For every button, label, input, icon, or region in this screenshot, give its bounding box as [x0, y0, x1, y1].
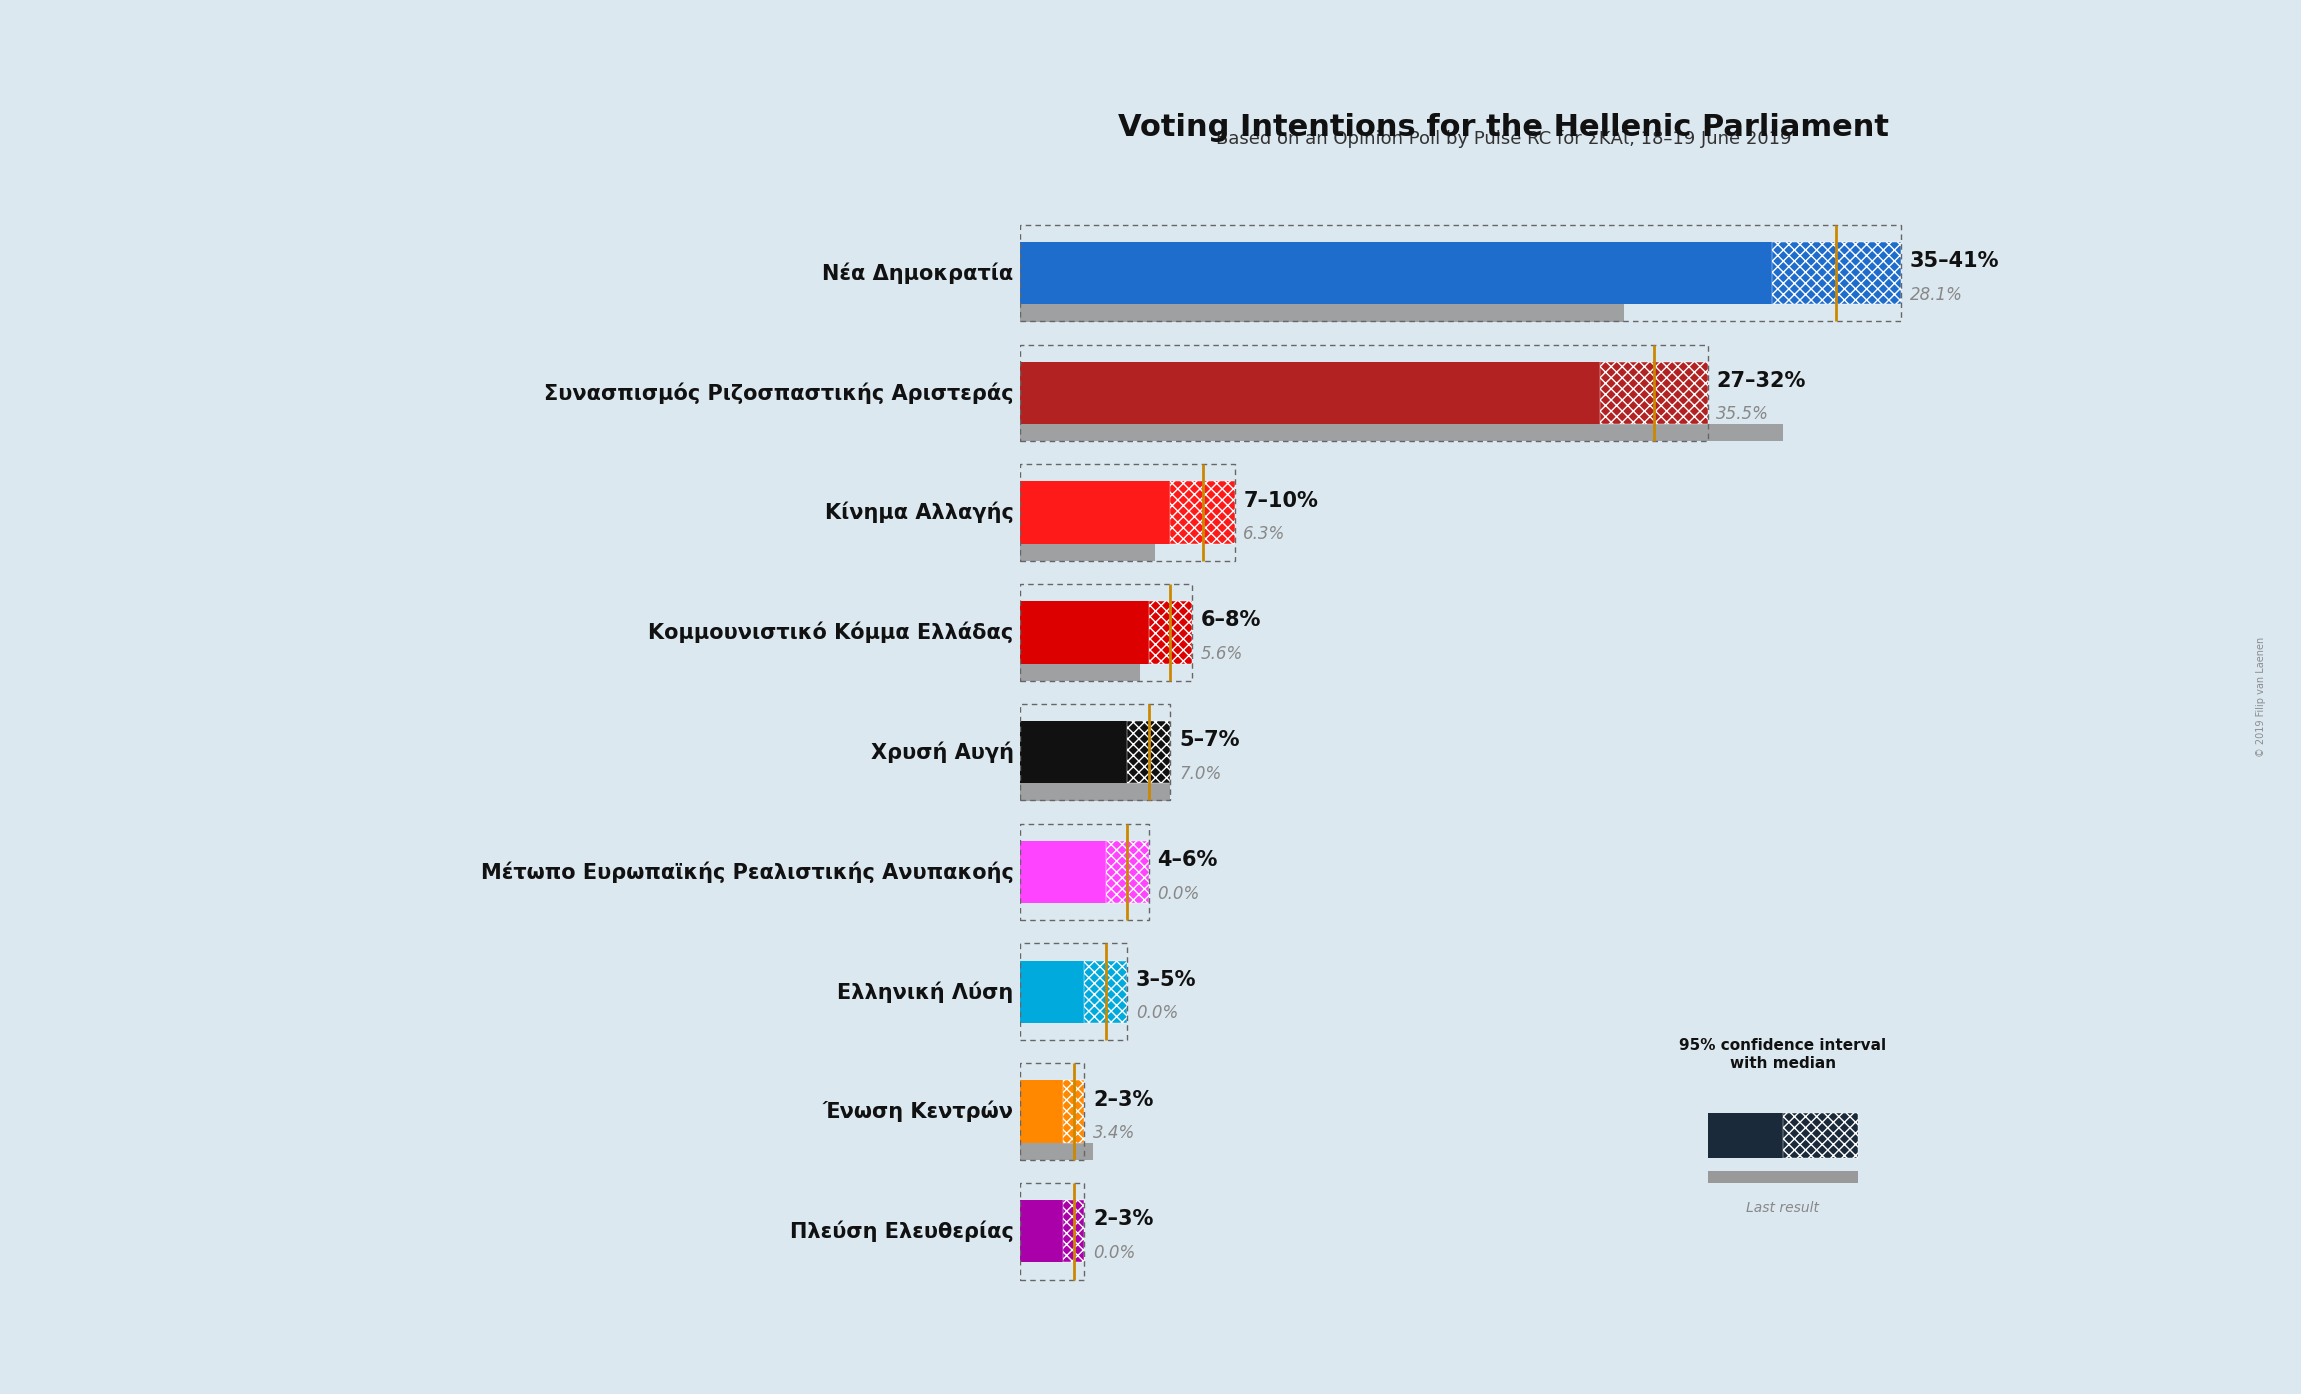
Text: 2–3%: 2–3% [1093, 1210, 1153, 1230]
Text: 0.0%: 0.0% [1093, 1243, 1134, 1262]
Text: 27–32%: 27–32% [1717, 371, 1806, 390]
Text: 3–5%: 3–5% [1137, 970, 1197, 990]
Bar [1772, 243, 1901, 304]
Text: Κίνημα Αλλαγής: Κίνημα Αλλαγής [824, 502, 1012, 523]
Bar [1019, 1143, 1093, 1160]
Text: Χρυσή Αυγή: Χρυσή Αυγή [870, 742, 1012, 763]
Text: 6.3%: 6.3% [1243, 526, 1286, 544]
Text: 35–41%: 35–41% [1910, 251, 2000, 270]
Text: 7–10%: 7–10% [1243, 491, 1318, 510]
Bar [1127, 721, 1171, 783]
Bar [1707, 1112, 1783, 1158]
Text: 35.5%: 35.5% [1717, 406, 1769, 424]
Bar [1019, 704, 1171, 800]
Bar [1019, 243, 1772, 304]
Bar [1019, 601, 1148, 664]
Text: 3.4%: 3.4% [1093, 1124, 1134, 1142]
Bar [1019, 544, 1155, 562]
Title: Voting Intentions for the Hellenic Parliament: Voting Intentions for the Hellenic Parli… [1118, 113, 1889, 142]
Text: 0.0%: 0.0% [1157, 885, 1199, 902]
Bar [1019, 464, 1236, 560]
Bar [1171, 481, 1236, 544]
Text: Ελληνική Λύση: Ελληνική Λύση [838, 981, 1012, 1002]
Text: 5–7%: 5–7% [1178, 730, 1240, 750]
Bar [1107, 841, 1148, 903]
Text: Νέα Δημοκρατία: Νέα Δημοκρατία [821, 262, 1012, 284]
Text: 95% confidence interval
with median: 95% confidence interval with median [1680, 1039, 1887, 1071]
Text: © 2019 Filip van Laenen: © 2019 Filip van Laenen [2257, 637, 2266, 757]
Bar [1019, 1200, 1063, 1263]
Bar [1063, 1080, 1084, 1143]
Text: Based on an Opinion Poll by Pulse RC for ΣΚΑϊ̈, 18–19 June 2019: Based on an Opinion Poll by Pulse RC for… [1215, 130, 1790, 148]
Text: 28.1%: 28.1% [1910, 286, 1963, 304]
Text: Πλεύση Ελευθερίας: Πλεύση Ελευθερίας [789, 1221, 1012, 1242]
Bar [1019, 424, 1783, 442]
Text: Last result: Last result [1746, 1202, 1820, 1216]
Text: Κομμουνιστικό Κόμμα Ελλάδας: Κομμουνιστικό Κόμμα Ελλάδας [649, 622, 1012, 643]
Bar [1019, 361, 1599, 424]
Text: Μέτωπο Ευρωπαϊκής Ρεαλιστικής Ανυπακοής: Μέτωπο Ευρωπαϊκής Ρεαλιστικής Ανυπακοής [481, 861, 1012, 882]
Bar [1019, 1184, 1084, 1280]
Bar [1019, 944, 1127, 1040]
Bar [1019, 344, 1707, 441]
Text: 6–8%: 6–8% [1201, 611, 1261, 630]
Text: 5.6%: 5.6% [1201, 645, 1243, 664]
Bar [1019, 224, 1901, 322]
Bar [1019, 584, 1192, 680]
Bar [1019, 960, 1084, 1023]
Bar [1599, 361, 1707, 424]
Text: Ένωση Κεντρών: Ένωση Κεντρών [821, 1101, 1012, 1122]
Bar [1019, 664, 1141, 682]
Bar [1707, 1171, 1857, 1184]
Text: 4–6%: 4–6% [1157, 850, 1217, 870]
Bar [1019, 1064, 1084, 1160]
Bar [1148, 601, 1192, 664]
Text: 2–3%: 2–3% [1093, 1090, 1153, 1110]
Bar [1019, 1080, 1063, 1143]
Bar [1019, 841, 1107, 903]
Bar [1019, 824, 1148, 920]
Bar [1084, 960, 1127, 1023]
Bar [1019, 721, 1127, 783]
Text: Συνασπισμός Ριζοσπαστικής Αριστεράς: Συνασπισμός Ριζοσπαστικής Αριστεράς [543, 382, 1012, 404]
Bar [1783, 1112, 1857, 1158]
Bar [1019, 481, 1171, 544]
Bar [1063, 1200, 1084, 1263]
Text: 0.0%: 0.0% [1137, 1004, 1178, 1022]
Bar [1019, 783, 1171, 800]
Bar [1019, 304, 1625, 322]
Text: 7.0%: 7.0% [1178, 765, 1222, 783]
